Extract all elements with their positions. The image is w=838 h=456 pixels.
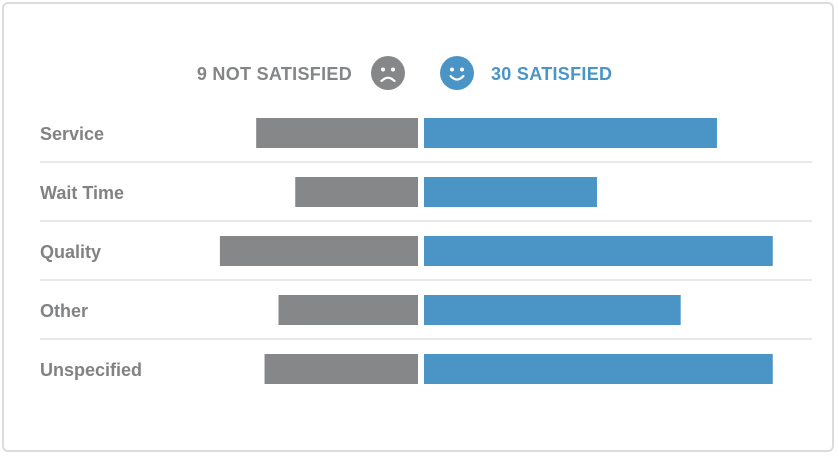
- bar-not-satisfied-other: [278, 295, 418, 325]
- bar-satisfied-wait-time: [424, 177, 597, 207]
- category-label-other: Other: [40, 301, 88, 321]
- smile-face-icon: [440, 56, 474, 90]
- bar-satisfied-service: [424, 118, 717, 148]
- bar-not-satisfied-quality: [219, 236, 418, 266]
- bar-not-satisfied-unspecified: [264, 354, 418, 384]
- category-label-service: Service: [40, 124, 104, 144]
- category-label-unspecified: Unspecified: [40, 360, 142, 380]
- bar-not-satisfied-service: [256, 118, 418, 148]
- satisfied-label: 30 SATISFIED: [491, 64, 613, 84]
- bar-satisfied-unspecified: [424, 354, 773, 384]
- bar-satisfied-quality: [424, 236, 773, 266]
- category-label-quality: Quality: [40, 242, 101, 262]
- not-satisfied-label: 9 NOT SATISFIED: [196, 64, 352, 84]
- frown-face-icon: [371, 56, 405, 90]
- bar-satisfied-other: [424, 295, 681, 325]
- bar-not-satisfied-wait-time: [295, 177, 418, 207]
- category-label-wait-time: Wait Time: [40, 183, 124, 203]
